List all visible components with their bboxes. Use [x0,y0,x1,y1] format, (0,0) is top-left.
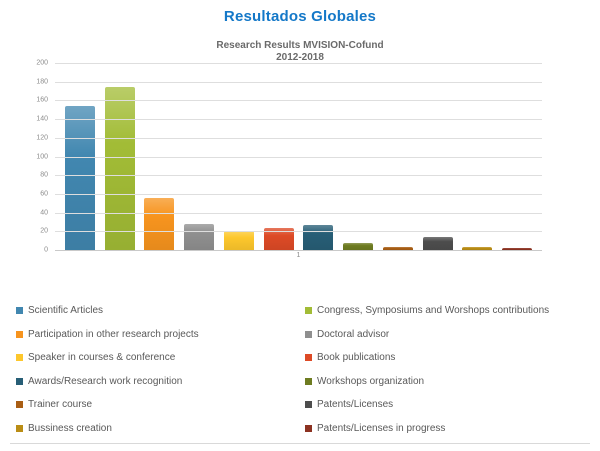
legend-label: Awards/Research work recognition [28,375,183,387]
legend-label: Participation in other research projects [28,328,199,340]
legend-swatch-icon [16,354,23,362]
gridline [55,175,542,177]
y-axis-tick-label: 140 [36,115,48,123]
bar-12 [502,248,533,250]
y-axis-tick-label: 0 [44,246,48,254]
legend-swatch-icon [305,424,312,432]
y-axis-tick-label: 60 [40,190,48,198]
chart-title: Research Results MVISION-Cofund [216,40,384,51]
legend-label: Patents/Licenses in progress [317,422,446,434]
y-axis-tick-label: 80 [40,171,48,179]
legend-item: Scientific Articles [16,299,305,323]
legend-label: Book publications [317,352,396,364]
y-axis-tick-label: 100 [36,153,48,160]
legend-item: Congress, Symposiums and Worshops contri… [305,299,549,323]
legend-item: Workshops organization [305,370,549,394]
gridline [55,81,542,83]
bar-9 [382,247,413,250]
legend-item: Bussiness creation [16,417,305,441]
legend-label: Workshops organization [317,375,425,387]
bar-1 [64,106,95,250]
plot-area [55,63,542,251]
bar-4 [184,223,215,250]
legend-swatch-icon [16,307,23,315]
legend-swatch-icon [16,377,23,385]
legend-item: Trainer course [16,393,305,417]
legend-item: Doctoral advisor [305,323,549,347]
legend-label: Bussiness creation [28,422,112,434]
y-axis-tick-label: 20 [40,227,48,235]
gridline [55,137,542,139]
bar-2 [104,87,135,250]
gridline [55,212,542,214]
legend-swatch-icon [305,354,312,362]
y-axis-tick-label: 160 [36,96,48,104]
gridline [55,119,542,121]
gridline [55,250,542,251]
legend: Scientific Articles Congress, Symposiums … [16,299,549,440]
legend-item: Patents/Licenses in progress [305,417,549,441]
bar-10 [422,236,453,250]
legend-label: Doctoral advisor [317,328,390,340]
y-axis: 0 20 40 60 80 100 120 140 160 180 200 [0,59,48,254]
bar-8 [343,242,374,250]
legend-item: Awards/Research work recognition [16,370,305,394]
gridline [55,193,542,195]
x-axis-category-label: 1 [296,252,301,259]
y-axis-tick-label: 120 [36,134,48,142]
gridline [55,63,542,64]
legend-swatch-icon [305,377,312,385]
legend-label: Congress, Symposiums and Worshops contri… [317,305,550,317]
legend-swatch-icon [16,401,23,409]
gridline [55,231,542,233]
y-axis-tick-label: 180 [36,78,48,86]
bars [55,63,542,250]
legend-item: Book publications [305,346,549,370]
legend-swatch-icon [16,424,23,432]
legend-swatch-icon [305,307,312,315]
bar-3 [144,197,175,250]
legend-label: Patents/Licenses [317,399,394,411]
bar-7 [303,224,334,250]
bar-11 [462,247,493,250]
legend-label: Speaker in courses & conference [28,352,176,364]
legend-item: Speaker in courses & conference [16,346,305,370]
bar-5 [223,231,254,250]
legend-item: Patents/Licenses [305,393,549,417]
chart-title-block: Research Results MVISION-Cofund 2012-201… [0,40,600,64]
legend-swatch-icon [305,330,312,338]
y-axis-tick-label: 200 [36,59,48,67]
legend-item: Participation in other research projects [16,323,305,347]
page-title: Resultados Globales [223,8,377,25]
legend-label: Scientific Articles [28,305,104,317]
gridline [55,156,542,158]
bar-6 [263,227,294,250]
chart-subtitle: 2012-2018 [276,52,324,63]
legend-label: Trainer course [28,399,93,411]
y-axis-tick-label: 40 [40,209,48,217]
legend-swatch-icon [305,401,312,409]
gridline [55,100,542,102]
legend-swatch-icon [16,330,23,338]
chart-frame [10,34,590,444]
